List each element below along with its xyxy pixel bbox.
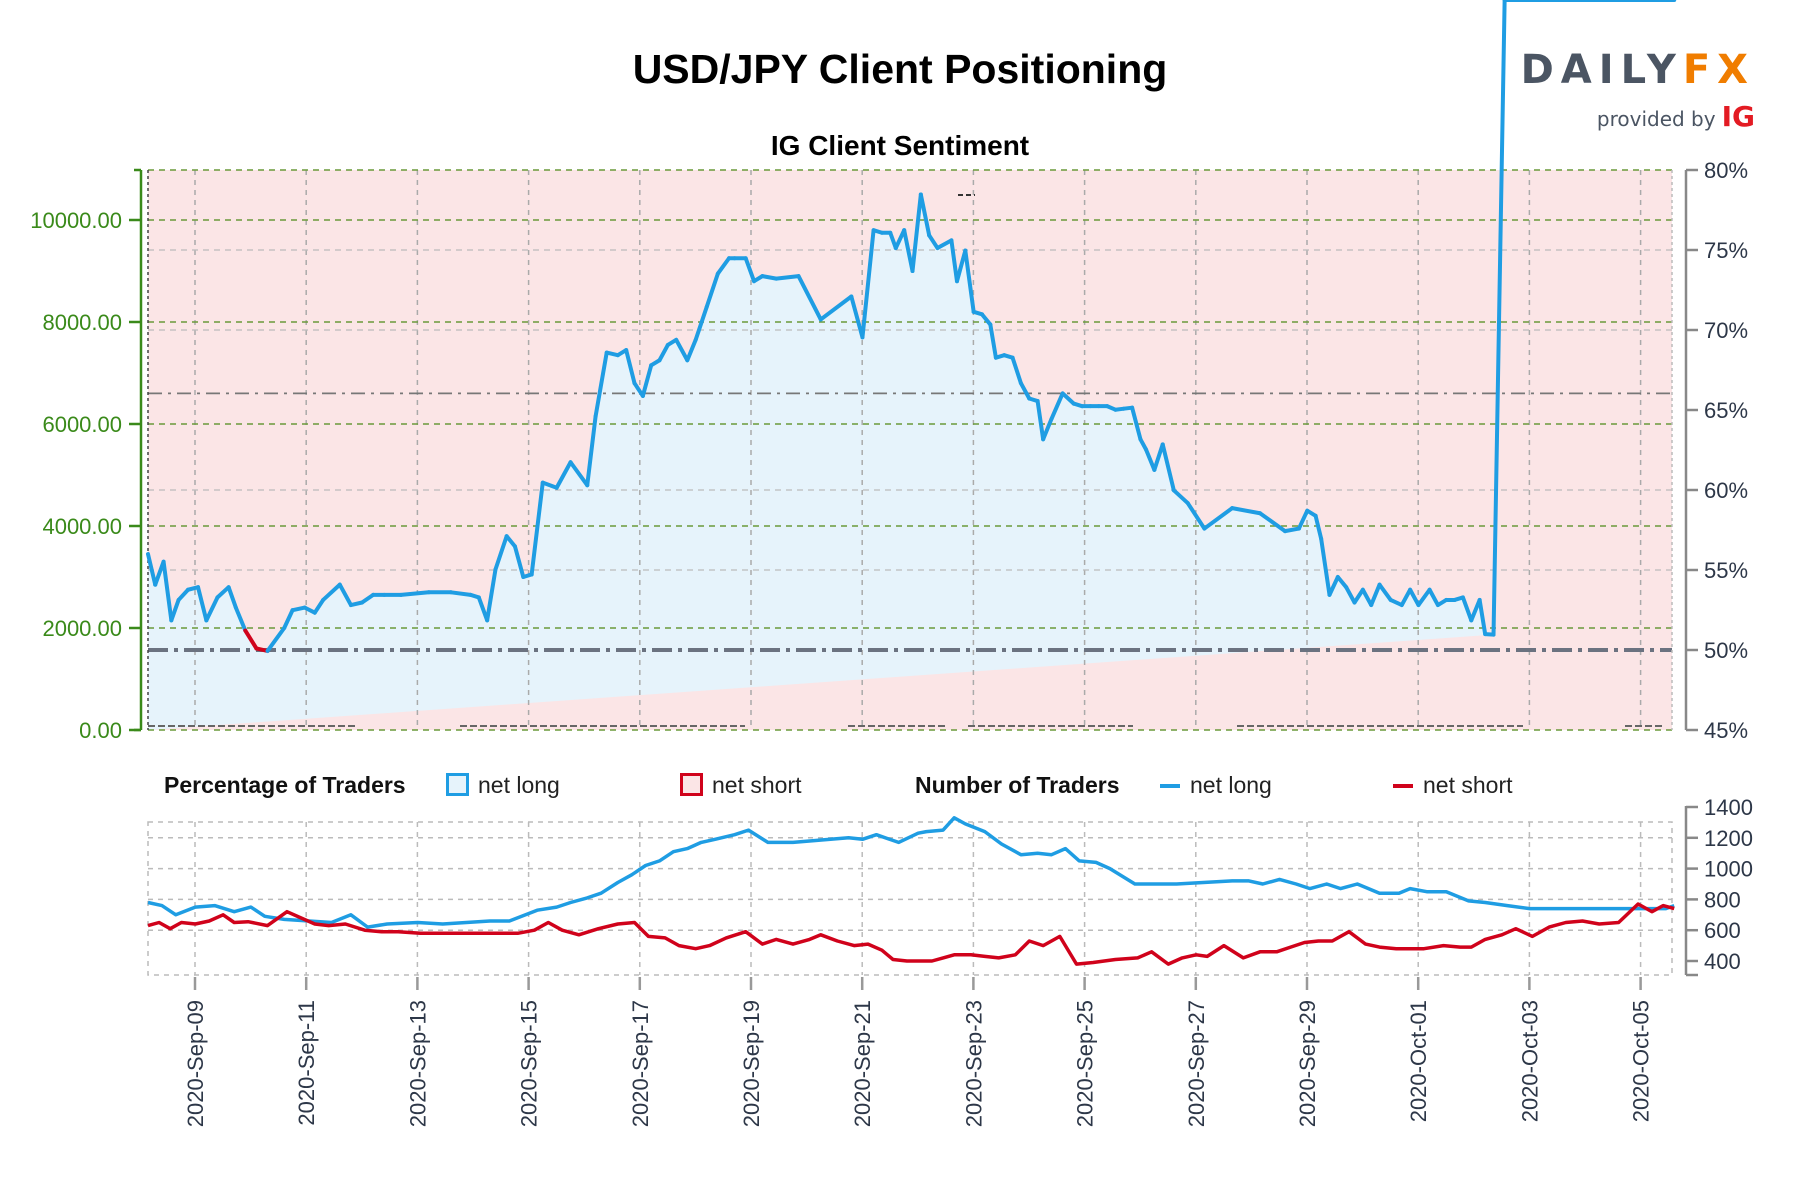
dailyfx-logo: DAILYFX provided by IG (1521, 50, 1755, 133)
logo-brand: DAILYFX (1521, 50, 1755, 90)
svg-text:1200: 1200 (1704, 826, 1753, 851)
ig-logo-text: IG (1721, 100, 1755, 133)
svg-text:800: 800 (1704, 887, 1741, 912)
net-long-swatch-icon (446, 773, 469, 796)
legend-percentage-long: net long (446, 772, 560, 799)
logo-brand-left: DAILY (1520, 47, 1683, 93)
net-short-swatch-icon (680, 773, 703, 796)
svg-text:2020-Sep-13: 2020-Sep-13 (405, 1000, 430, 1127)
svg-text:2020-Oct-01: 2020-Oct-01 (1406, 1000, 1431, 1122)
svg-text:2020-Sep-15: 2020-Sep-15 (517, 1000, 542, 1127)
svg-text:2020-Sep-17: 2020-Sep-17 (628, 1000, 653, 1127)
svg-text:1000: 1000 (1704, 857, 1753, 882)
svg-text:0.00: 0.00 (79, 718, 122, 743)
svg-text:50%: 50% (1704, 638, 1748, 663)
legend-number-short: net short (1393, 772, 1513, 799)
svg-text:4000.00: 4000.00 (42, 514, 122, 539)
svg-text:1400: 1400 (1704, 795, 1753, 820)
svg-text:80%: 80% (1704, 158, 1748, 183)
net-short-line-icon (1393, 784, 1413, 788)
provided-by-text: provided by (1596, 107, 1716, 131)
svg-text:10000.00: 10000.00 (30, 208, 122, 233)
chart-subtitle: IG Client Sentiment (770, 130, 1030, 161)
legend-percentage-short: net short (680, 772, 802, 799)
svg-text:45%: 45% (1704, 718, 1748, 743)
legend-number-title: Number of Traders (915, 772, 1120, 798)
trader-count-plot (147, 816, 1675, 976)
svg-text:2020-Sep-27: 2020-Sep-27 (1184, 1000, 1209, 1127)
svg-text:400: 400 (1704, 949, 1741, 974)
legend-label: net long (478, 772, 560, 798)
svg-text:2020-Sep-23: 2020-Sep-23 (961, 1000, 986, 1127)
legend-number-long: net long (1160, 772, 1272, 799)
net-long-line-icon (1160, 784, 1180, 788)
legend-label: net long (1190, 772, 1272, 798)
chart-title: USD/JPY Client Positioning (632, 46, 1168, 92)
svg-text:2020-Sep-21: 2020-Sep-21 (850, 1000, 875, 1127)
svg-text:2020-Sep-25: 2020-Sep-25 (1073, 1000, 1098, 1127)
chart-axes: 0.00 2000.00 4000.00 6000.00 8000.00 10000.00… (30, 158, 1753, 1127)
logo-brand-fx: FX (1682, 47, 1755, 93)
svg-text:2000.00: 2000.00 (42, 616, 122, 641)
main-sentiment-plot (146, 0, 1677, 731)
svg-text:2020-Sep-19: 2020-Sep-19 (739, 1000, 764, 1127)
legend-label: net short (1423, 772, 1513, 798)
svg-text:70%: 70% (1704, 318, 1748, 343)
svg-text:2020-Oct-03: 2020-Oct-03 (1517, 1000, 1542, 1122)
svg-text:55%: 55% (1704, 558, 1748, 583)
legend-percentage-title: Percentage of Traders (164, 772, 406, 798)
svg-text:600: 600 (1704, 918, 1741, 943)
svg-text:60%: 60% (1704, 478, 1748, 503)
svg-text:2020-Sep-11: 2020-Sep-11 (294, 1000, 319, 1126)
svg-text:2020-Sep-09: 2020-Sep-09 (183, 1000, 208, 1127)
svg-text:65%: 65% (1704, 398, 1748, 423)
svg-text:8000.00: 8000.00 (42, 310, 122, 335)
svg-text:2020-Sep-29: 2020-Sep-29 (1295, 1000, 1320, 1127)
svg-text:2020-Oct-05: 2020-Oct-05 (1629, 1000, 1654, 1122)
svg-text:75%: 75% (1704, 238, 1748, 263)
logo-provided-by: provided by IG (1521, 100, 1755, 133)
legend-label: net short (712, 772, 802, 798)
svg-text:6000.00: 6000.00 (42, 412, 122, 437)
